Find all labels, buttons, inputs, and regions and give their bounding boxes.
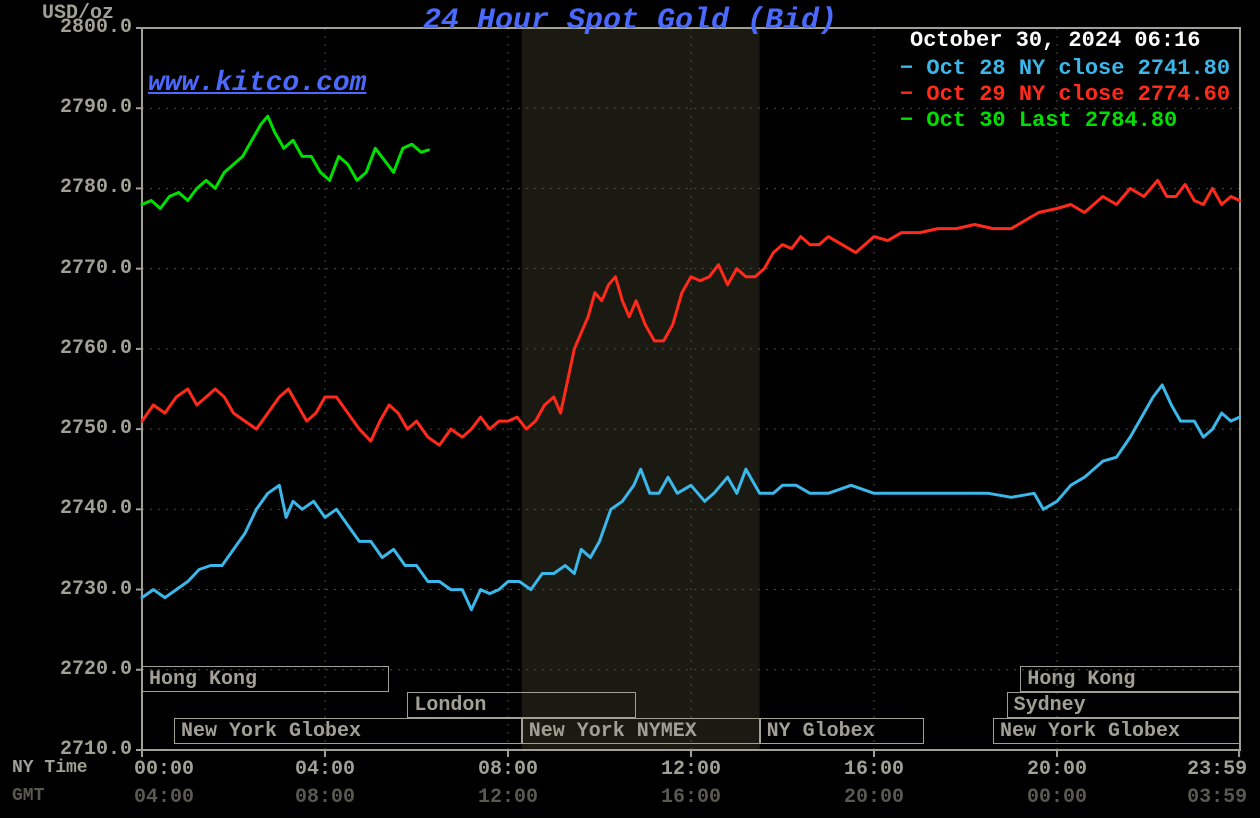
market-session-box: New York Globex — [993, 718, 1240, 744]
chart-timestamp: October 30, 2024 06:16 — [910, 28, 1200, 53]
market-session-box: Sydney — [1007, 692, 1240, 718]
x-tick-label: 03:59 — [1167, 786, 1247, 809]
market-session-box: Hong Kong — [142, 666, 389, 692]
y-tick-label: 2800.0 — [0, 16, 132, 39]
x-axis-row-name: GMT — [12, 786, 44, 806]
market-session-box: Hong Kong — [1020, 666, 1240, 692]
market-session-box: NY Globex — [760, 718, 925, 744]
y-tick-label: 2750.0 — [0, 417, 132, 440]
x-tick-label: 20:00 — [834, 786, 914, 809]
x-tick-label: 04:00 — [134, 786, 214, 809]
legend-item: − Oct 30 Last 2784.80 — [900, 108, 1177, 133]
y-tick-label: 2760.0 — [0, 337, 132, 360]
x-tick-label: 16:00 — [651, 786, 731, 809]
x-tick-label: 08:00 — [468, 758, 548, 781]
y-tick-label: 2780.0 — [0, 176, 132, 199]
market-session-box: New York NYMEX — [522, 718, 760, 744]
x-tick-label: 16:00 — [834, 758, 914, 781]
legend-item: − Oct 28 NY close 2741.80 — [900, 56, 1230, 81]
legend-item: − Oct 29 NY close 2774.60 — [900, 82, 1230, 107]
x-tick-label: 00:00 — [1017, 786, 1097, 809]
x-tick-label: 12:00 — [468, 786, 548, 809]
y-tick-label: 2720.0 — [0, 658, 132, 681]
x-tick-label: 04:00 — [285, 758, 365, 781]
kitco-link[interactable]: www.kitco.com — [148, 68, 366, 99]
x-tick-label: 12:00 — [651, 758, 731, 781]
x-tick-label: 08:00 — [285, 786, 365, 809]
y-tick-label: 2740.0 — [0, 497, 132, 520]
x-tick-label: 23:59 — [1167, 758, 1247, 781]
market-session-box: New York Globex — [174, 718, 522, 744]
x-axis-row-name: NY Time — [12, 758, 88, 778]
y-tick-label: 2790.0 — [0, 96, 132, 119]
y-tick-label: 2770.0 — [0, 257, 132, 280]
x-tick-label: 20:00 — [1017, 758, 1097, 781]
y-tick-label: 2730.0 — [0, 578, 132, 601]
market-session-box: London — [407, 692, 636, 718]
x-tick-label: 00:00 — [134, 758, 214, 781]
